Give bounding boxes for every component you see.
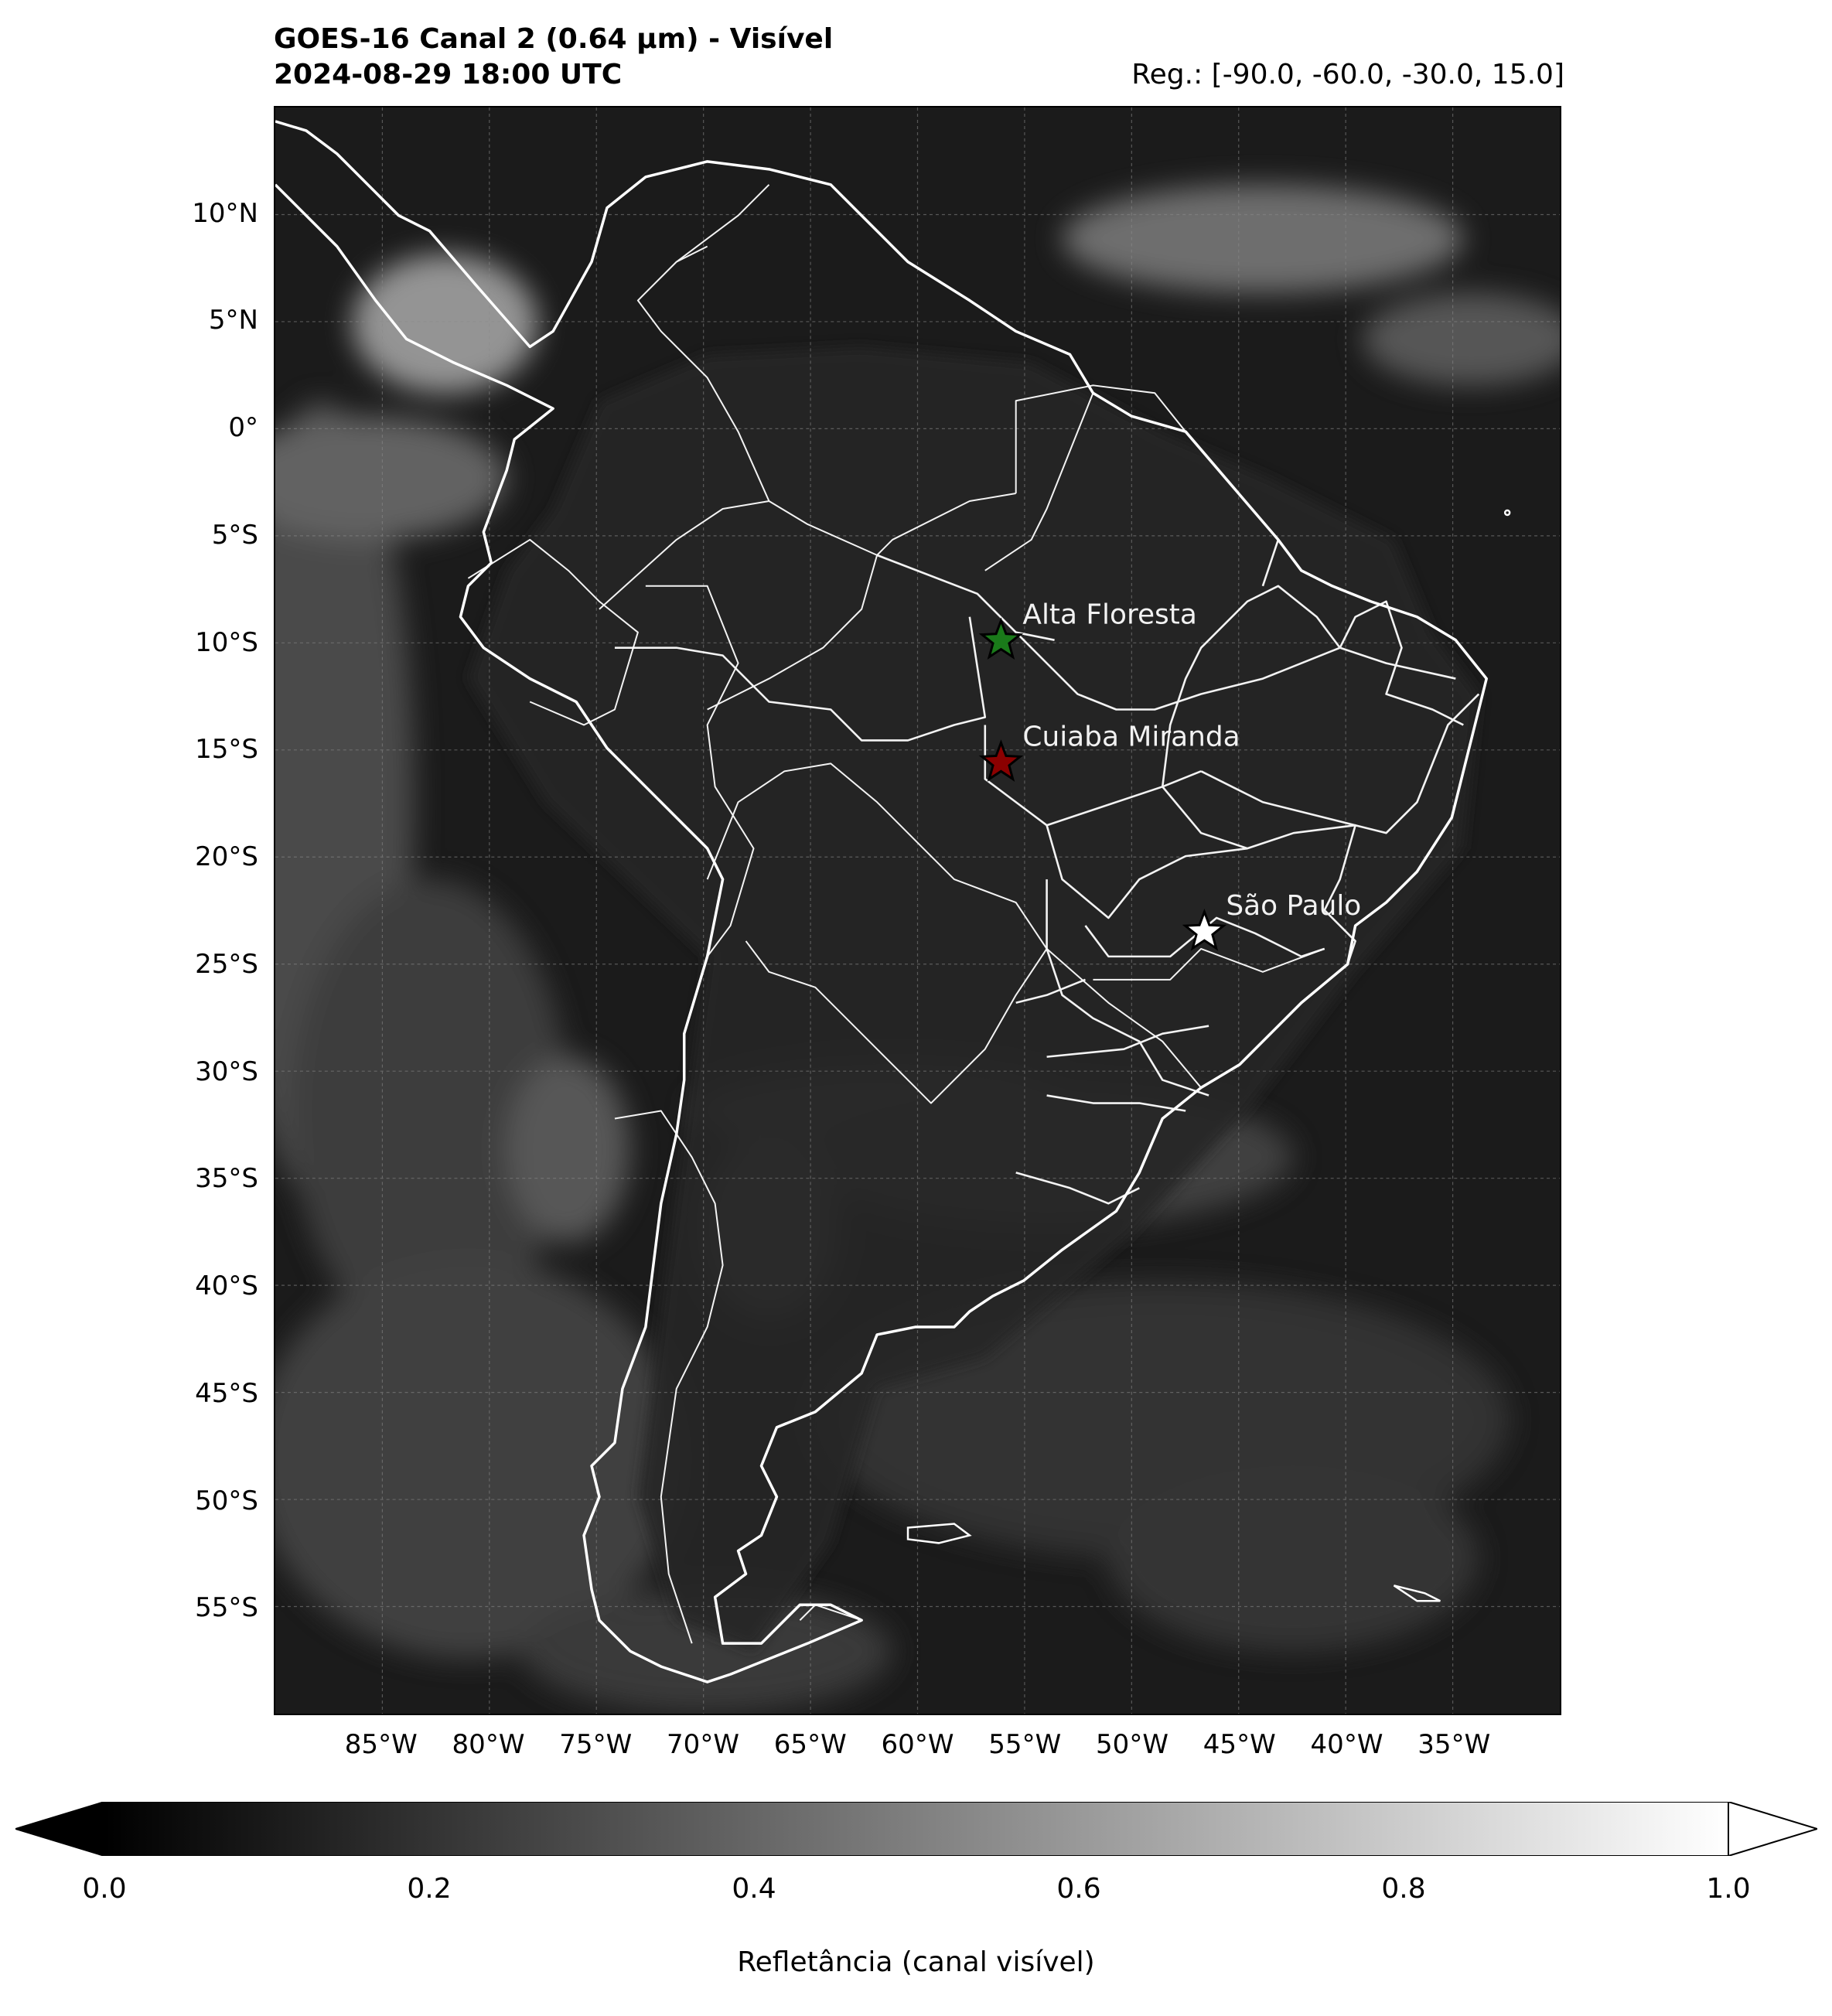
lat-tick-label: 5°N <box>208 305 258 336</box>
islands <box>906 509 1511 1602</box>
lon-tick-label: 60°W <box>881 1729 954 1760</box>
lon-tick-label: 55°W <box>988 1729 1062 1760</box>
title-line2: 2024-08-29 18:00 UTC <box>274 59 623 90</box>
city-label: São Paulo <box>1226 890 1361 922</box>
lat-tick-label: 40°S <box>195 1271 258 1302</box>
lon-tick-label: 75°W <box>559 1729 633 1760</box>
coastline <box>275 120 1488 1683</box>
colorbar-tick-label: 0.2 <box>407 1873 452 1905</box>
lat-tick-label: 35°S <box>195 1163 258 1195</box>
city-label: Alta Floresta <box>1022 599 1196 631</box>
continent-shade <box>468 346 1479 1652</box>
lon-tick-label: 80°W <box>452 1729 525 1760</box>
coastline-south-america <box>275 120 1488 1683</box>
lat-tick-label: 10°N <box>192 197 258 229</box>
lon-tick-label: 50°W <box>1096 1729 1168 1760</box>
colorbar-svg <box>12 1800 1820 1857</box>
lat-tick-label: 0° <box>228 412 258 444</box>
gridlines <box>275 107 1560 1714</box>
colorbar-tick-label: 0.8 <box>1381 1873 1426 1905</box>
city-markers: Alta Floresta Cuiaba Miranda São Paulo <box>978 599 1361 951</box>
brazil-state-borders <box>614 538 1480 1205</box>
colorbar-gradient <box>104 1801 1729 1857</box>
lon-tick-label: 35°W <box>1417 1729 1491 1760</box>
city-marker-star[interactable] <box>1182 908 1227 951</box>
lat-tick-label: 45°S <box>195 1377 258 1409</box>
lon-tick-label: 70°W <box>667 1729 739 1760</box>
map-canvas: Alta Floresta Cuiaba Miranda São Paulo <box>275 107 1560 1714</box>
colorbar <box>12 1800 1820 1857</box>
colorbar-extend-min <box>12 1800 105 1857</box>
lat-tick-label: 15°S <box>195 734 258 766</box>
lat-tick-label: 20°S <box>195 841 258 873</box>
colorbar-label: Refletância (canal visível) <box>737 1946 1095 1978</box>
lat-tick-label: 50°S <box>195 1485 258 1516</box>
lon-tick-label: 45°W <box>1203 1729 1276 1760</box>
colorbar-tick-label: 0.0 <box>82 1873 127 1905</box>
colorbar-tick-label: 0.6 <box>1056 1873 1101 1905</box>
colorbar-ticks: 0.0 0.2 0.4 0.6 0.8 1.0 <box>0 1871 1832 1918</box>
satellite-map[interactable]: Alta Floresta Cuiaba Miranda São Paulo <box>274 106 1561 1715</box>
lat-tick-label: 55°S <box>195 1592 258 1624</box>
colorbar-tick-label: 0.4 <box>732 1873 776 1905</box>
lon-tick-label: 40°W <box>1310 1729 1383 1760</box>
colorbar-extend-max <box>1728 1800 1820 1857</box>
region-label: Reg.: [-90.0, -60.0, -30.0, 15.0] <box>1131 59 1564 90</box>
city-marker-star[interactable] <box>978 739 1024 782</box>
lat-tick-label: 25°S <box>195 948 258 980</box>
lat-tick-label: 30°S <box>195 1056 258 1087</box>
lon-tick-label: 65°W <box>773 1729 847 1760</box>
lat-tick-label: 10°S <box>195 626 258 658</box>
lat-tick-label: 5°S <box>211 519 258 551</box>
city-label: Cuiaba Miranda <box>1022 721 1240 752</box>
lon-tick-label: 85°W <box>344 1729 418 1760</box>
title-line1: GOES-16 Canal 2 (0.64 µm) - Visível <box>274 23 834 55</box>
plot-title: GOES-16 Canal 2 (0.64 µm) - Visível 2024… <box>274 22 833 93</box>
colorbar-tick-label: 1.0 <box>1706 1873 1751 1905</box>
city-marker-star[interactable] <box>978 617 1024 660</box>
